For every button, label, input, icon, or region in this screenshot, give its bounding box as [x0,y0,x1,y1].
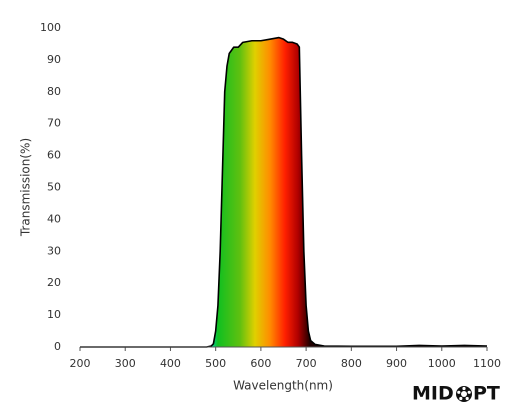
x-tick-label: 1100 [473,357,501,370]
y-tick-label: 40 [47,212,61,225]
logo-hub [461,391,467,397]
x-tick-label: 800 [341,357,362,370]
x-tick-label: 1000 [428,357,456,370]
y-tick-label: 50 [47,181,61,194]
x-tick-label: 600 [250,357,271,370]
y-tick-label: 10 [47,308,61,321]
logo: MID PT [412,383,500,405]
logo-dot [462,386,466,391]
x-tick-label: 200 [70,357,91,370]
x-tick-label: 400 [160,357,181,370]
logo-dot [465,396,469,401]
x-tick-label: 700 [296,357,317,370]
logo-icon [456,386,472,402]
x-tick-label: 900 [386,357,407,370]
y-tick-label: 0 [54,340,61,353]
y-tick-label: 100 [40,21,61,34]
logo-dot [467,390,471,394]
y-tick-label: 20 [47,276,61,289]
line [80,36,488,348]
logo-dot [457,390,461,394]
y-tick-label: 60 [47,149,61,162]
x-axis-title: Wavelength(nm) [233,379,333,393]
logo-text: MID [412,383,454,405]
x-tick-label: 500 [205,357,226,370]
x-tick-label: 300 [115,357,136,370]
y-tick-label: 90 [47,53,61,66]
y-tick-label: 30 [47,244,61,257]
logo-dot [459,396,463,401]
area-fill [80,37,487,347]
y-axis-title: Transmission(%) [19,138,33,237]
y-tick-label: 80 [47,85,61,98]
logo-text: PT [473,383,500,405]
y-tick-label: 70 [47,117,61,130]
